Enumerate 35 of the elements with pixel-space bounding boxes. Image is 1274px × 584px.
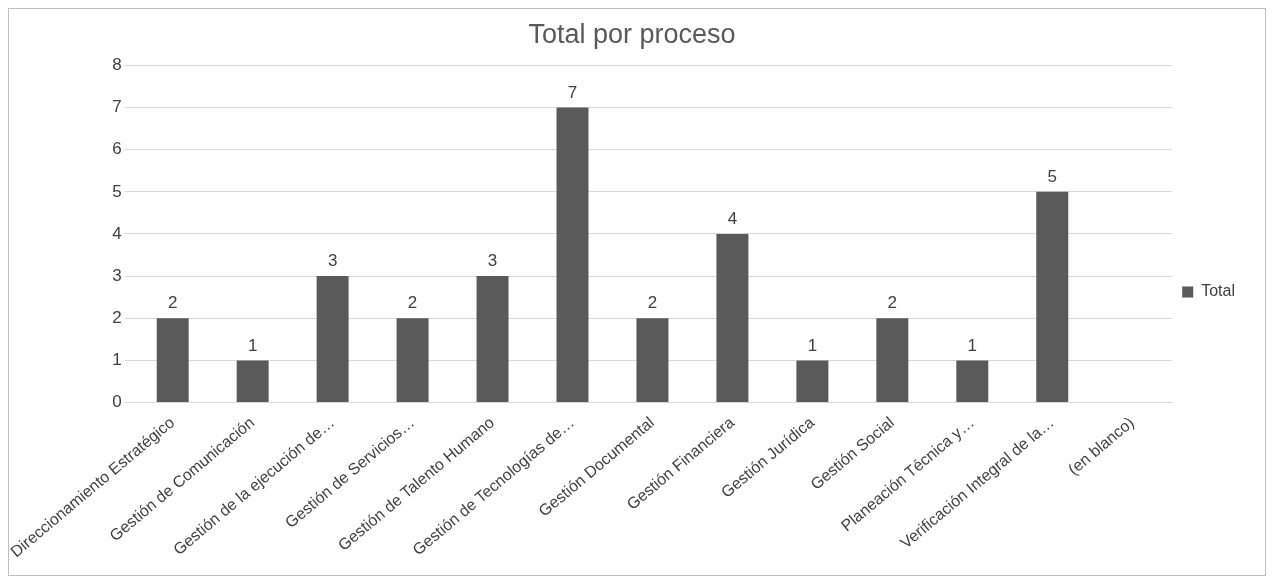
- y-tick-label: 5: [112, 181, 122, 201]
- data-label: 2: [167, 293, 178, 313]
- bar: [316, 276, 349, 403]
- y-tick-label: 1: [112, 350, 122, 370]
- y-tick-label: 2: [112, 307, 122, 327]
- y-tick-label: 4: [112, 223, 122, 243]
- bar: [556, 107, 589, 403]
- y-tick-label: 6: [112, 139, 122, 159]
- bar: [476, 276, 509, 403]
- y-tick-label: 7: [112, 97, 122, 117]
- data-label: 2: [887, 293, 898, 313]
- data-label: 2: [647, 293, 658, 313]
- bar: [796, 360, 829, 403]
- y-tick-label: 3: [112, 265, 122, 285]
- y-tick-label: 0: [112, 392, 122, 412]
- legend-label: Total: [1201, 282, 1235, 300]
- bar: [1036, 191, 1069, 403]
- bar: [716, 233, 749, 403]
- data-label: 1: [967, 335, 978, 355]
- chart-title: Total por proceso: [528, 18, 736, 49]
- bar: [876, 318, 909, 403]
- bar: [236, 360, 269, 403]
- bar: [156, 318, 189, 403]
- data-label: 3: [487, 251, 498, 271]
- bar: [956, 360, 989, 403]
- data-label: 5: [1047, 167, 1057, 187]
- data-label: 7: [567, 82, 578, 102]
- y-tick-label: 8: [112, 55, 122, 75]
- data-label: 2: [407, 293, 418, 313]
- bar: [396, 318, 429, 403]
- bar: [636, 318, 669, 403]
- data-label: 1: [247, 335, 258, 355]
- data-label: 1: [807, 335, 818, 355]
- data-label: 4: [727, 209, 738, 229]
- data-label: 3: [327, 251, 338, 271]
